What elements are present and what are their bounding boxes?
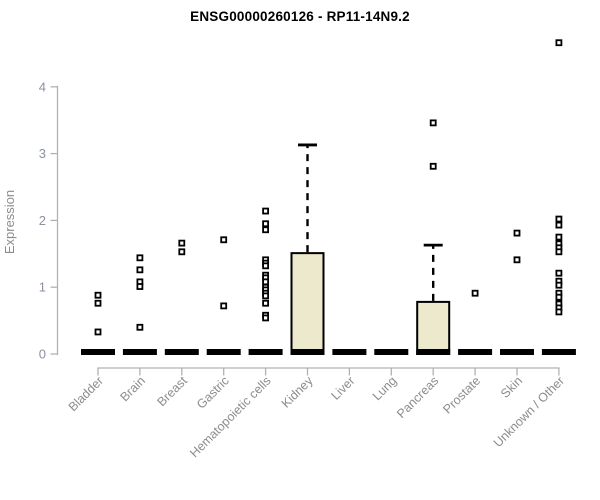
x-tick-label: Skin — [498, 374, 525, 401]
outlier-point — [555, 248, 563, 256]
y-tick-label: 4 — [39, 79, 46, 94]
x-tick-label: Hematopoietic cells — [187, 374, 274, 461]
median-bar — [416, 349, 451, 355]
outlier-point — [136, 254, 144, 262]
outlier-point — [262, 262, 270, 270]
y-tick-label: 2 — [39, 213, 46, 228]
outlier-point — [262, 299, 270, 307]
outlier-point — [262, 292, 270, 300]
outlier-point — [136, 323, 144, 331]
y-tick-label: 3 — [39, 146, 46, 161]
outlier-point — [513, 229, 521, 237]
outlier-point — [94, 299, 102, 307]
outlier-point — [555, 233, 563, 241]
outlier-point — [555, 39, 563, 47]
outlier-point — [94, 328, 102, 336]
box-kidney — [290, 252, 325, 355]
outlier-point — [262, 207, 270, 215]
x-tick-label: Bladder — [66, 374, 106, 414]
median-bar — [541, 349, 576, 355]
y-tick-label: 0 — [39, 347, 46, 362]
outlier-point — [220, 236, 228, 244]
outlier-point — [555, 281, 563, 289]
outlier-point — [429, 119, 437, 127]
y-tick-label: 1 — [39, 280, 46, 295]
outlier-point — [136, 283, 144, 290]
outlier-point — [262, 226, 270, 234]
median-bar — [164, 349, 199, 355]
median-bar — [81, 349, 115, 355]
x-tick-label: Unknown / Other — [491, 374, 567, 450]
x-tick-label: Lung — [370, 374, 400, 404]
outlier-point — [262, 278, 270, 286]
median-bar — [374, 349, 409, 355]
median-bar — [122, 349, 157, 355]
outlier-point — [178, 239, 186, 247]
median-bar — [248, 349, 283, 355]
chart-title: ENSG00000260126 - RP11-14N9.2 — [190, 9, 410, 24]
x-tick-label: Pancreas — [394, 374, 441, 421]
outlier-point — [471, 289, 479, 297]
outlier-point — [513, 256, 521, 264]
outlier-point — [262, 220, 270, 228]
x-tick-label: Kidney — [279, 373, 316, 410]
outlier-point — [555, 215, 563, 223]
median-bar — [290, 349, 325, 355]
x-tick-label: Brain — [117, 374, 148, 405]
outlier-point — [178, 248, 186, 256]
median-bar — [332, 349, 367, 355]
box-pancreas — [416, 300, 451, 355]
outlier-point — [220, 302, 228, 310]
outlier-point — [429, 162, 437, 170]
x-tick-label: Gastric — [194, 374, 232, 412]
median-bar — [458, 349, 493, 355]
median-bar — [500, 349, 534, 355]
outlier-point — [555, 308, 563, 316]
median-bar — [206, 349, 241, 355]
outlier-point — [555, 221, 563, 229]
outlier-point — [94, 291, 102, 299]
outlier-point — [555, 293, 563, 301]
x-tick-label: Breast — [154, 373, 190, 409]
x-tick-label: Liver — [328, 374, 357, 403]
outlier-point — [136, 266, 144, 274]
outlier-point — [262, 314, 270, 322]
outlier-point — [555, 269, 563, 277]
x-tick-label: Prostate — [440, 374, 483, 417]
